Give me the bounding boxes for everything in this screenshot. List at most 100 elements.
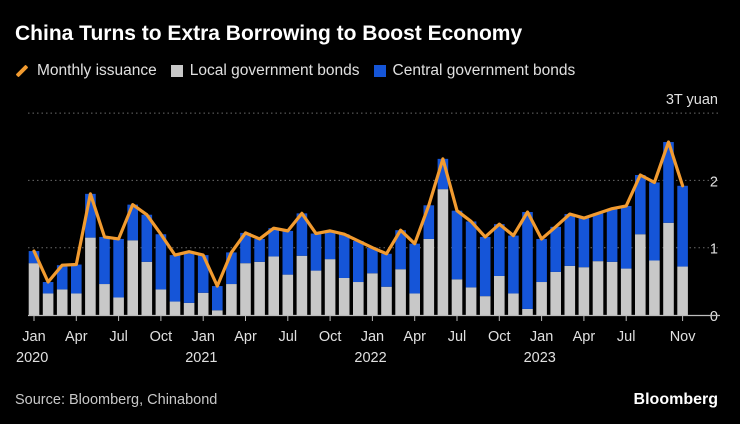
bar-central-government-bonds	[437, 158, 449, 190]
legend-label: Central government bonds	[392, 62, 576, 79]
y-axis-unit-label: 3T yuan	[666, 92, 718, 108]
bar-local-government-bonds	[296, 255, 308, 315]
bar-local-government-bonds	[28, 263, 40, 315]
bar-central-government-bonds	[310, 233, 322, 271]
bar-local-government-bonds	[85, 237, 96, 315]
bar-central-government-bonds	[212, 286, 223, 311]
bar-local-government-bonds	[141, 261, 153, 315]
bar-local-government-bonds	[522, 308, 533, 315]
bar-local-government-bonds	[592, 261, 604, 315]
bar-local-government-bonds	[423, 238, 435, 315]
bar-local-government-bonds	[494, 275, 505, 315]
bar-central-government-bonds	[451, 210, 463, 280]
bar-local-government-bonds	[465, 287, 477, 315]
x-year-label: 2022	[354, 350, 386, 366]
bar-central-government-bonds	[508, 235, 519, 294]
y-tick-label: 1	[710, 242, 718, 258]
x-tick-label: Jan	[530, 329, 553, 345]
bar-local-government-bonds	[479, 296, 491, 315]
x-tick-label: Jul	[109, 329, 128, 345]
x-tick-label: Oct	[150, 329, 173, 345]
bar-local-government-bonds	[71, 293, 82, 315]
legend-swatch-icon	[170, 65, 183, 77]
bar-central-government-bonds	[649, 182, 660, 261]
bar-local-government-bonds	[324, 259, 336, 315]
y-tick-label: 0	[710, 309, 718, 325]
bar-local-government-bonds	[282, 274, 294, 315]
bar-central-government-bonds	[71, 264, 82, 294]
bar-local-government-bonds	[127, 240, 138, 315]
bar-local-government-bonds	[536, 282, 547, 315]
bar-central-government-bonds	[56, 265, 68, 290]
bar-central-government-bonds	[324, 230, 336, 260]
bar-central-government-bonds	[28, 251, 40, 264]
bar-local-government-bonds	[564, 265, 576, 315]
bar-central-government-bonds	[113, 238, 124, 298]
bar-central-government-bonds	[353, 240, 364, 283]
x-tick-label: Oct	[319, 329, 342, 345]
bar-local-government-bonds	[338, 277, 350, 315]
bar-local-government-bonds	[226, 284, 237, 315]
bar-central-government-bonds	[606, 208, 618, 262]
bar-central-government-bonds	[409, 243, 420, 294]
bar-local-government-bonds	[56, 289, 68, 315]
bar-central-government-bonds	[550, 226, 561, 272]
bar-local-government-bonds	[155, 289, 167, 315]
legend-item-monthly-issuance: Monthly issuance	[15, 62, 157, 80]
bar-local-government-bonds	[353, 282, 364, 315]
bar-local-government-bonds	[649, 260, 660, 315]
bar-central-government-bonds	[536, 238, 547, 283]
x-tick-label: Oct	[488, 329, 511, 345]
bar-central-government-bonds	[522, 212, 533, 309]
bar-local-government-bonds	[99, 284, 110, 315]
x-year-label: 2021	[185, 350, 217, 366]
x-tick-label: Jan	[361, 329, 384, 345]
bar-local-government-bonds	[42, 293, 54, 315]
bar-central-government-bonds	[85, 193, 96, 238]
bar-central-government-bonds	[127, 204, 138, 241]
bar-central-government-bonds	[99, 236, 110, 285]
bar-local-government-bonds	[381, 286, 392, 315]
bar-local-government-bonds	[367, 273, 378, 315]
bar-central-government-bonds	[141, 214, 153, 262]
bar-local-government-bonds	[508, 293, 519, 315]
bar-central-government-bonds	[423, 205, 435, 239]
bar-central-government-bonds	[169, 255, 181, 302]
bar-central-government-bonds	[155, 234, 167, 290]
bar-central-government-bonds	[197, 255, 209, 293]
bar-central-government-bonds	[183, 251, 195, 303]
bar-local-government-bonds	[169, 301, 181, 315]
bar-central-government-bonds	[240, 232, 251, 264]
bar-local-government-bonds	[395, 269, 406, 315]
bar-central-government-bonds	[42, 282, 54, 294]
bar-central-government-bonds	[395, 230, 406, 270]
bar-local-government-bonds	[197, 292, 209, 315]
x-tick-label: Jul	[448, 329, 467, 345]
bar-central-government-bonds	[282, 230, 294, 275]
bar-local-government-bonds	[451, 279, 463, 315]
bar-local-government-bonds	[183, 302, 195, 315]
bar-local-government-bonds	[635, 234, 646, 315]
bar-local-government-bonds	[663, 222, 674, 315]
bar-central-government-bonds	[635, 175, 646, 235]
x-tick-label: Apr	[65, 329, 88, 345]
bar-local-government-bonds	[212, 310, 223, 315]
bar-local-government-bonds	[606, 261, 618, 315]
bar-central-government-bonds	[479, 236, 491, 297]
legend-item-central-bonds: Central government bonds	[373, 62, 576, 80]
x-tick-label: Jan	[22, 329, 45, 345]
legend-label: Monthly issuance	[37, 62, 157, 79]
x-tick-label: Jan	[192, 329, 215, 345]
legend: Monthly issuance Local government bonds …	[15, 62, 589, 80]
x-year-label: 2023	[524, 350, 556, 366]
bar-central-government-bonds	[677, 185, 688, 267]
bar-local-government-bonds	[113, 297, 124, 315]
bar-local-government-bonds	[409, 293, 420, 315]
y-tick-label: 2	[710, 174, 718, 190]
bar-central-government-bonds	[494, 224, 505, 276]
bar-local-government-bonds	[254, 261, 265, 315]
line-monthly-issuance	[32, 140, 685, 288]
x-tick-label: Apr	[403, 329, 426, 345]
bar-local-government-bonds	[677, 266, 688, 315]
